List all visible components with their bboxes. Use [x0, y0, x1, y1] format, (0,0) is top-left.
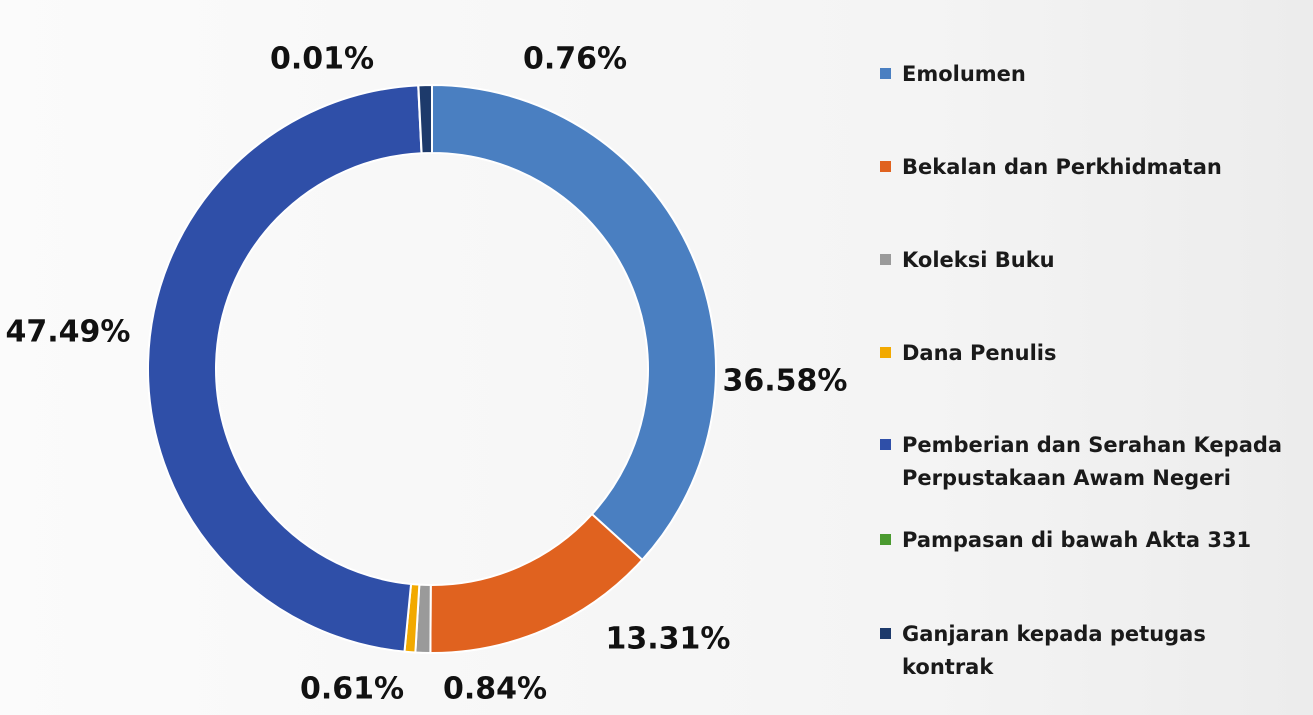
data-label: 0.01% — [270, 42, 374, 77]
data-label: 0.76% — [523, 42, 627, 77]
legend-swatch — [880, 68, 891, 79]
legend-item: Dana Penulis — [880, 337, 1310, 370]
legend-swatch — [880, 534, 891, 545]
legend-swatch — [880, 254, 891, 265]
donut-segment — [146, 84, 423, 653]
legend-item: Bekalan dan Perkhidmatan — [880, 151, 1310, 184]
legend-label: Emolumen — [902, 62, 1026, 86]
data-label: 47.49% — [6, 315, 131, 350]
data-label: 0.84% — [443, 672, 547, 707]
legend-item: Pampasan di bawah Akta 331 — [880, 524, 1310, 557]
legend-label: Bekalan dan Perkhidmatan — [902, 155, 1222, 179]
legend-swatch — [880, 628, 891, 639]
legend-label: Koleksi Buku — [902, 248, 1055, 272]
data-label: 13.31% — [606, 622, 731, 657]
legend-label: Pemberian dan Serahan Kepada Perpustakaa… — [902, 433, 1283, 490]
legend-label: Dana Penulis — [902, 341, 1057, 365]
legend-label: Pampasan di bawah Akta 331 — [902, 528, 1252, 552]
data-label: 36.58% — [723, 364, 848, 399]
data-label: 0.61% — [300, 672, 404, 707]
legend-swatch — [880, 161, 891, 172]
donut-segment — [417, 83, 433, 155]
donut-segment — [431, 83, 717, 562]
legend-item: Pemberian dan Serahan Kepada Perpustakaa… — [880, 429, 1310, 495]
legend-item: Ganjaran kepada petugas kontrak — [880, 618, 1310, 684]
legend-item: Koleksi Buku — [880, 244, 1310, 277]
legend-item: Emolumen — [880, 58, 1310, 91]
legend-label: Ganjaran kepada petugas kontrak — [902, 622, 1206, 679]
legend-swatch — [880, 439, 891, 450]
legend-swatch — [880, 347, 891, 358]
